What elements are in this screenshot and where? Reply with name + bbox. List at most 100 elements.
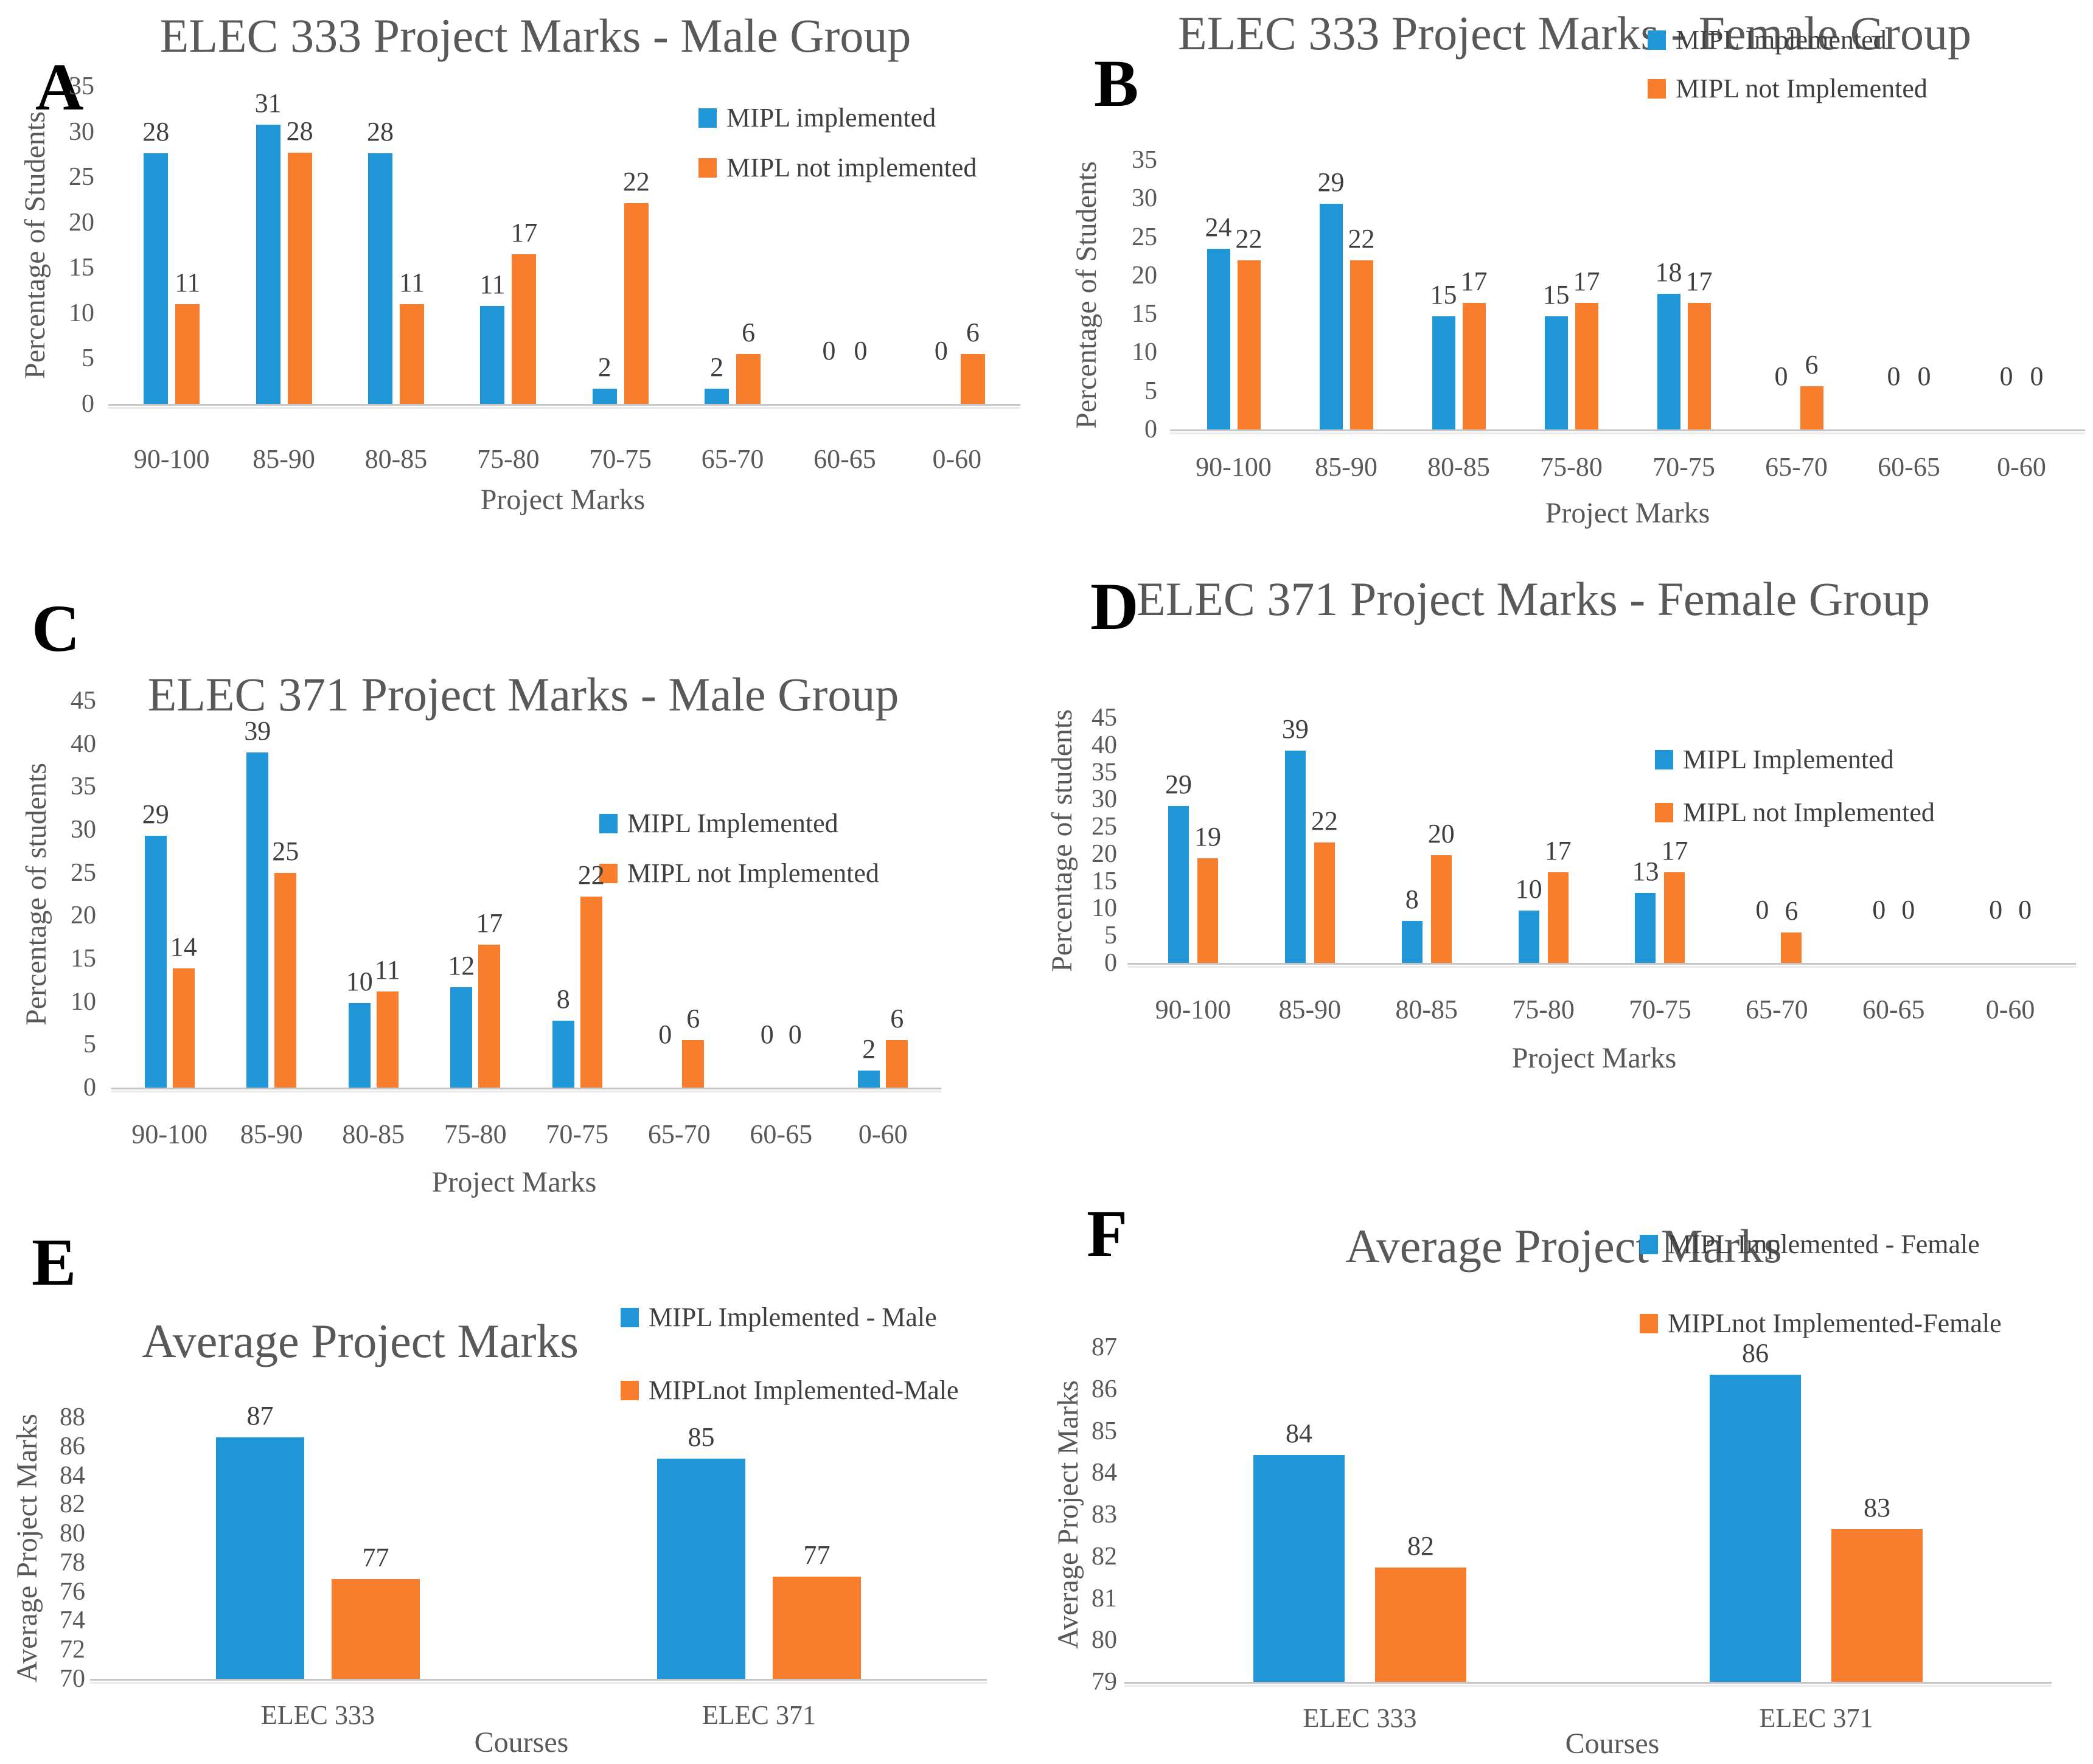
bar-value-label: 0 [788, 1019, 802, 1049]
bar-value-label: 10 [346, 967, 373, 997]
y-tick-label: 30 [1092, 785, 1117, 814]
chart-title: ELEC 333 Project Marks - Female Group [1177, 7, 1972, 60]
bar-implemented-90-100 [1207, 248, 1230, 429]
bar-value-label: 17 [1460, 266, 1488, 297]
legend-label: MIPL not Implemented [1683, 797, 1935, 827]
y-axis-title: Percentage of students [1046, 709, 1078, 972]
x-axis-line [1170, 429, 2085, 431]
x-axis-line [1124, 1682, 2052, 1684]
y-tick-label: 88 [60, 1403, 85, 1431]
bar-value-label: 14 [170, 931, 197, 962]
y-tick-label: 10 [71, 987, 96, 1016]
category-label: 80-85 [342, 1119, 405, 1149]
bar-not_implemented-90-100 [1237, 260, 1261, 429]
bar-not_implemented-80-85 [376, 991, 399, 1088]
bar-not_implemented-65-70 [1781, 932, 1802, 963]
bar-value-label: 17 [1544, 836, 1572, 866]
bar-not_implemented-90-100 [172, 968, 195, 1088]
chart-panel-f: F Average Project Marks MIPL Implemented -… [1046, 1156, 2093, 1764]
category-label: 85-90 [1278, 995, 1342, 1024]
bar-value-label: 22 [1235, 223, 1262, 254]
x-axis-line [111, 1088, 941, 1089]
bar-value-label: 86 [1742, 1338, 1769, 1368]
bar-implemented-ELEC 333 [1253, 1455, 1345, 1682]
bar-value-label: 29 [1317, 167, 1345, 198]
bar-not_implemented-75-80 [512, 254, 537, 404]
bar-value-label: 39 [244, 715, 271, 746]
legend-label: MIPL implemented [726, 103, 936, 133]
legend-swatch-icon [1640, 1235, 1658, 1254]
bar-not_implemented-75-80 [1575, 303, 1598, 429]
y-tick-label: 86 [1092, 1375, 1117, 1403]
bar-value-label: 77 [803, 1540, 831, 1570]
bar-implemented-85-90 [246, 752, 269, 1088]
category-label: 65-70 [1765, 452, 1828, 482]
legend-swatch-icon [1648, 79, 1666, 99]
legend-swatch-icon [698, 158, 717, 178]
legend-label: MIPLnot Implemented-Female [1668, 1308, 2002, 1338]
y-tick-label: 82 [1092, 1542, 1117, 1571]
chart-panel-a: A ELEC 333 Project Marks - Male Group MIPL… [0, 0, 1046, 547]
bar-value-label: 11 [175, 267, 201, 297]
bar-implemented-ELEC 371 [657, 1459, 745, 1679]
chart-panel-d: D ELEC 371 Project Marks - Female Group MI… [1046, 547, 2093, 1156]
y-tick-label: 20 [69, 208, 94, 237]
category-label: 65-70 [701, 444, 764, 474]
category-label: 60-65 [750, 1119, 813, 1149]
category-label: 80-85 [1427, 452, 1490, 482]
category-label: 0-60 [1997, 452, 2046, 482]
bar-implemented-80-85 [1432, 316, 1455, 429]
legend-label: MIPLnot Implemented-Male [649, 1375, 959, 1405]
bar-value-label: 85 [688, 1422, 715, 1453]
panel-letter-c: C [32, 591, 80, 665]
y-axis-title: Average Project Marks [1052, 1380, 1084, 1649]
legend-entry: MIPL not implemented [698, 152, 977, 184]
y-tick-label: 30 [71, 816, 96, 844]
bar-value-label: 11 [399, 267, 425, 297]
bar-value-label: 18 [1655, 257, 1682, 288]
bar-value-label: 87 [246, 1401, 274, 1431]
y-tick-label: 25 [1132, 223, 1157, 251]
legend-entry: MIPL not Implemented [599, 858, 879, 889]
bar-value-label: 8 [1405, 884, 1419, 915]
y-tick-label: 15 [71, 945, 96, 973]
y-tick-label: 35 [69, 72, 94, 100]
bar-value-label: 0 [822, 336, 836, 366]
legend-swatch-icon [621, 1381, 639, 1400]
category-label: 85-90 [240, 1119, 303, 1149]
category-label: 60-65 [1862, 995, 1925, 1024]
bar-value-label: 82 [1407, 1531, 1434, 1561]
category-label: 90-100 [1155, 995, 1231, 1024]
y-tick-label: 5 [1104, 922, 1117, 950]
y-tick-label: 30 [1132, 184, 1157, 213]
bar-value-label: 19 [1194, 822, 1221, 852]
chart-title: ELEC 333 Project Marks - Male Group [159, 9, 911, 62]
legend-label: MIPL not Implemented [1676, 74, 1928, 103]
y-tick-label: 80 [60, 1519, 85, 1548]
y-tick-label: 81 [1092, 1584, 1117, 1613]
category-label: 70-75 [546, 1119, 609, 1149]
bar-not_implemented-85-90 [274, 872, 297, 1088]
bar-value-label: 12 [448, 950, 475, 981]
x-axis-title: Project Marks [480, 484, 646, 516]
legend-label: MIPL not Implemented [627, 858, 879, 888]
y-tick-label: 10 [1092, 894, 1117, 923]
bar-value-label: 22 [622, 167, 650, 197]
y-tick-label: 40 [1092, 731, 1117, 759]
bar-value-label: 20 [1427, 818, 1455, 849]
category-label: 75-80 [1540, 452, 1603, 482]
bar-value-label: 17 [1573, 266, 1600, 297]
chart-title: Average Project Marks [142, 1314, 579, 1367]
legend-swatch-icon [599, 814, 618, 833]
bar-implemented-70-75 [592, 388, 617, 404]
bar-not_implemented-70-75 [1687, 303, 1711, 429]
legend-swatch-icon [599, 864, 618, 883]
bar-implemented-0-60 [858, 1070, 880, 1088]
legend-entry: MIPL Implemented - Male [621, 1302, 937, 1333]
bar-value-label: 24 [1205, 212, 1232, 242]
y-tick-label: 87 [1092, 1333, 1117, 1361]
bar-value-label: 2 [597, 352, 611, 382]
bar-not_implemented-65-70 [682, 1040, 705, 1088]
panel-letter-a: A [35, 50, 84, 124]
bar-not_implemented-ELEC 371 [773, 1576, 861, 1679]
